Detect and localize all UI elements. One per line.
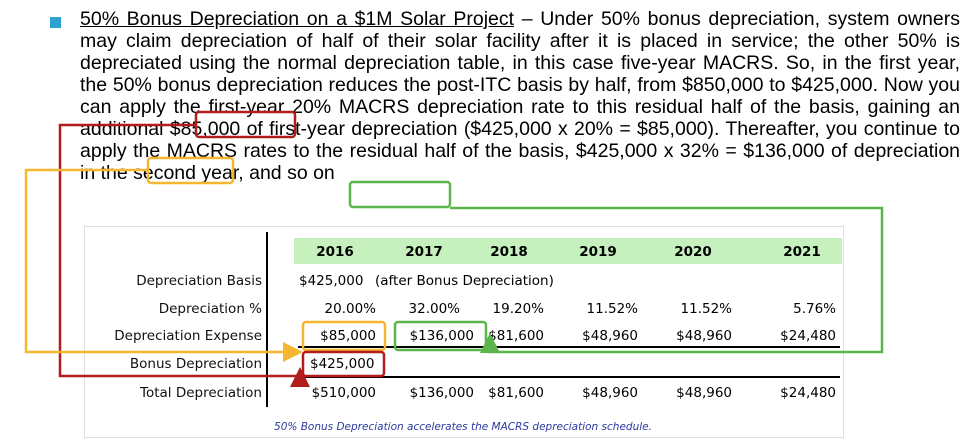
table-caption: 50% Bonus Depreciation accelerates the M… xyxy=(274,421,652,433)
bonus-value: $425,000 xyxy=(310,356,375,372)
year-header: 2017 xyxy=(405,244,443,260)
year-header: 2020 xyxy=(674,244,712,260)
bullet-square-icon xyxy=(50,17,61,28)
year-header: 2021 xyxy=(783,244,821,260)
highlight-second-year-amount: $136,000 xyxy=(743,140,825,162)
red-connector-arrow xyxy=(58,123,310,387)
total-row-rule xyxy=(298,376,840,378)
table-bonus-box xyxy=(301,350,386,378)
year-header: 2018 xyxy=(490,244,528,260)
paragraph-text-mid2: Thereafter, you continue to apply the MA… xyxy=(80,118,960,162)
year-header: 2019 xyxy=(579,244,617,260)
section-title: 50% Bonus Depreciation on a $1M Solar Pr… xyxy=(80,8,515,30)
paragraph-text-end: of depreciation in the second year, and … xyxy=(80,140,961,184)
row-label-bonus: Bonus Depreciation xyxy=(129,356,262,372)
total-cell: $48,960 xyxy=(676,385,732,401)
expense-cell: $24,480 xyxy=(780,328,836,344)
paragraph-text-mid1: Now you can apply the first-year 20% MAC… xyxy=(80,74,960,140)
total-cell: $81,600 xyxy=(488,385,544,401)
percent-cell: 11.52% xyxy=(680,301,732,317)
expense-cell: $48,960 xyxy=(582,328,638,344)
year-header: 2016 xyxy=(316,244,354,260)
basis-note: (after Bonus Depreciation) xyxy=(375,273,554,289)
expense-cell: $85,000 xyxy=(320,328,376,344)
highlight-bonus-amount: $425,000. xyxy=(791,74,878,96)
row-label-basis: Depreciation Basis xyxy=(136,273,262,289)
total-cell: $136,000 xyxy=(409,385,474,401)
total-cell: $24,480 xyxy=(780,385,836,401)
orange-connector-arrow xyxy=(24,168,303,362)
percent-cell: 19.20% xyxy=(492,301,544,317)
paragraph-first-year-box xyxy=(146,156,235,185)
paragraph-bonus-box xyxy=(194,110,297,139)
expense-cell: $48,960 xyxy=(676,328,732,344)
total-cell: $510,000 xyxy=(311,385,376,401)
table-second-year-box xyxy=(393,320,488,352)
row-label-percent: Depreciation % xyxy=(158,301,262,317)
green-connector-arrow xyxy=(450,206,884,354)
paragraph-text-intro: – Under 50% bonus depreciation, system o… xyxy=(80,8,960,96)
row-label-total: Total Depreciation xyxy=(140,385,262,401)
label-divider xyxy=(266,232,268,407)
percent-cell: 32.00% xyxy=(408,301,460,317)
table-first-year-box xyxy=(301,320,387,352)
expense-row-rule xyxy=(298,346,840,348)
row-label-expense: Depreciation Expense xyxy=(114,328,262,344)
expense-cell: $81,600 xyxy=(488,328,544,344)
highlight-first-year-amount: $85,000). xyxy=(637,118,720,140)
paragraph-second-year-box xyxy=(348,180,452,209)
percent-cell: 5.76% xyxy=(793,301,836,317)
expense-cell: $136,000 xyxy=(409,328,474,344)
year-header-band xyxy=(294,238,842,264)
percent-cell: 20.00% xyxy=(324,301,376,317)
percent-cell: 11.52% xyxy=(586,301,638,317)
explanation-paragraph: 50% Bonus Depreciation on a $1M Solar Pr… xyxy=(80,8,960,184)
total-cell: $48,960 xyxy=(582,385,638,401)
basis-value: $425,000 xyxy=(299,273,364,289)
